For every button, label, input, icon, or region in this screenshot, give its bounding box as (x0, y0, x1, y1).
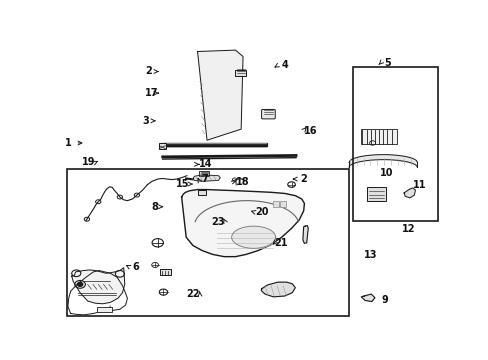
Text: 3: 3 (142, 116, 148, 126)
Bar (197, 190, 205, 195)
Text: 8: 8 (151, 202, 158, 212)
FancyBboxPatch shape (261, 109, 275, 119)
Bar (67, 169, 348, 316)
Text: 1: 1 (65, 138, 72, 148)
Text: 21: 21 (274, 238, 287, 248)
Text: 15: 15 (176, 179, 189, 189)
Bar (160, 269, 171, 275)
Circle shape (77, 283, 82, 286)
Polygon shape (231, 226, 275, 248)
Text: 2: 2 (144, 67, 151, 76)
Text: 23: 23 (211, 217, 224, 227)
Text: 13: 13 (364, 250, 377, 260)
Text: 12: 12 (401, 224, 414, 234)
Bar (352, 67, 437, 221)
Polygon shape (348, 155, 416, 167)
Text: 17: 17 (144, 88, 158, 98)
Polygon shape (403, 188, 415, 198)
Bar (159, 143, 165, 149)
Text: 5: 5 (384, 58, 390, 68)
Bar (199, 171, 208, 176)
Text: 10: 10 (379, 168, 392, 179)
Text: 9: 9 (381, 296, 388, 305)
Polygon shape (181, 190, 304, 257)
Bar (360, 129, 396, 144)
Bar (97, 307, 112, 312)
Bar (273, 201, 279, 207)
Text: 6: 6 (133, 262, 139, 272)
Text: 19: 19 (81, 157, 95, 167)
Text: 11: 11 (412, 180, 425, 190)
Text: 7: 7 (202, 174, 208, 184)
Polygon shape (261, 282, 295, 297)
Polygon shape (72, 268, 124, 304)
Polygon shape (361, 294, 374, 302)
Polygon shape (193, 175, 220, 181)
Polygon shape (197, 50, 243, 140)
Text: 20: 20 (255, 207, 268, 217)
Bar (366, 187, 385, 201)
Text: 4: 4 (281, 60, 287, 70)
Text: 18: 18 (235, 177, 248, 187)
Text: 22: 22 (186, 289, 200, 299)
Text: 16: 16 (303, 126, 317, 135)
Text: 2: 2 (300, 174, 306, 184)
Bar (235, 70, 245, 76)
Text: 14: 14 (199, 159, 212, 169)
Bar (280, 201, 285, 207)
Polygon shape (302, 226, 307, 243)
